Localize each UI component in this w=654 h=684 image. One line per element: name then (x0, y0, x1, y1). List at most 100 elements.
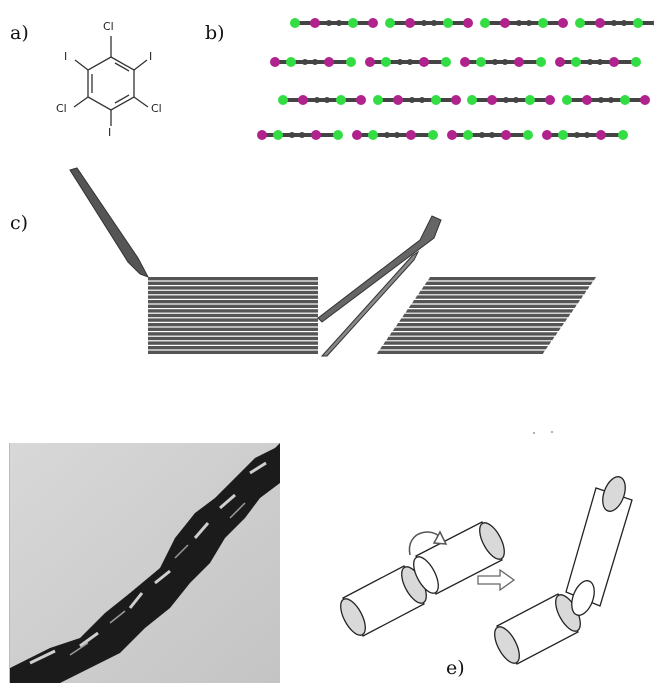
carbon-atom (421, 20, 427, 26)
molecule-chain (385, 18, 473, 28)
iodine-atom (609, 57, 619, 67)
cylinder-end-cap (340, 598, 366, 636)
chlorine-atom (558, 130, 568, 140)
iodine-atom (368, 18, 378, 28)
carbon-atom (608, 97, 614, 103)
carbon-atom (431, 20, 437, 26)
iodine-atom (582, 95, 592, 105)
panel-label-c: c) (10, 212, 29, 234)
chlorine-atom (273, 130, 283, 140)
chlorine-atom (441, 57, 451, 67)
layer-plate (148, 281, 318, 285)
cylinder-segment-4 (565, 487, 633, 607)
layer-plate (383, 341, 552, 345)
molecule-chain (257, 130, 343, 140)
iodine-atom (298, 95, 308, 105)
carbon-atom (584, 132, 590, 138)
layer-plate (148, 300, 318, 304)
layer-plate (428, 277, 596, 281)
chlorine-atom (525, 95, 535, 105)
panel-label-b: b) (205, 22, 225, 44)
layer-plate (392, 327, 561, 331)
curved-arrow-icon (408, 530, 448, 556)
chlorine-atom (443, 18, 453, 28)
carbon-atom (502, 59, 508, 65)
iodine-atom (558, 18, 568, 28)
molecule-chain (460, 57, 546, 67)
chlorine-atom (348, 18, 358, 28)
molecule-chain (373, 95, 461, 105)
carbon-atom (611, 20, 617, 26)
iodine-atom (270, 57, 280, 67)
carbon-atom (419, 97, 425, 103)
chlorine-atom (480, 18, 490, 28)
chlorine-atom (333, 130, 343, 140)
carbon-atom (597, 59, 603, 65)
molecule-chain (290, 18, 378, 28)
layer-plate (148, 295, 318, 299)
iodine-atom (596, 130, 606, 140)
iodine-atom (257, 130, 267, 140)
molecule-chain (562, 95, 650, 105)
layer-plate (148, 346, 318, 350)
iodine-atom (352, 130, 362, 140)
layer-plate (148, 318, 318, 322)
carbon-atom (598, 97, 604, 103)
carbon-atom (326, 20, 332, 26)
carbon-atom (409, 97, 415, 103)
iodine-atom (500, 18, 510, 28)
layer-plate (148, 313, 318, 318)
atom-upper-left: I (64, 50, 68, 63)
iodine-atom (640, 95, 650, 105)
molecule-chain (352, 130, 438, 140)
carbon-atom (503, 97, 509, 103)
chlorine-atom (431, 95, 441, 105)
crystal-photo (9, 443, 280, 683)
carbon-atom (314, 97, 320, 103)
carbon-atom (394, 132, 400, 138)
layer-plate (424, 281, 593, 285)
layer-plate (148, 290, 318, 295)
iodine-atom (487, 95, 497, 105)
carbon-atom (336, 20, 342, 26)
iodine-atom (356, 95, 366, 105)
carbon-atom (407, 59, 413, 65)
carbon-atom (397, 59, 403, 65)
atom-top: Cl (103, 20, 114, 33)
chlorine-atom (620, 95, 630, 105)
chlorine-atom (463, 130, 473, 140)
panel-label-a: a) (10, 22, 29, 44)
chlorine-atom (428, 130, 438, 140)
layer-plate (148, 277, 318, 281)
specks (533, 431, 553, 434)
chlorine-atom (536, 57, 546, 67)
atom-bottom: I (108, 126, 112, 139)
atom-upper-right: I (149, 50, 153, 63)
chlorine-atom (631, 57, 641, 67)
layer-plate (405, 309, 574, 313)
atom-lower-left: Cl (56, 102, 67, 115)
layer-plate (148, 309, 318, 313)
molecule-chain (278, 95, 366, 105)
chlorine-atom (290, 18, 300, 28)
carbon-atom (489, 132, 495, 138)
layer-plate (412, 300, 580, 304)
layer-plate (148, 304, 318, 308)
layer-plate (148, 332, 318, 336)
carbon-atom (621, 20, 627, 26)
carbon-atom (526, 20, 532, 26)
layer-plate (418, 290, 587, 295)
iodine-atom (393, 95, 403, 105)
molecule-chain (480, 18, 568, 28)
carbon-atom (289, 132, 295, 138)
carbon-atom (312, 59, 318, 65)
chlorine-atom (571, 57, 581, 67)
carbon-atom (516, 20, 522, 26)
iodine-atom (406, 130, 416, 140)
carbon-atom (384, 132, 390, 138)
iodine-atom (545, 95, 555, 105)
carbon-atom (574, 132, 580, 138)
chlorine-atom (467, 95, 477, 105)
